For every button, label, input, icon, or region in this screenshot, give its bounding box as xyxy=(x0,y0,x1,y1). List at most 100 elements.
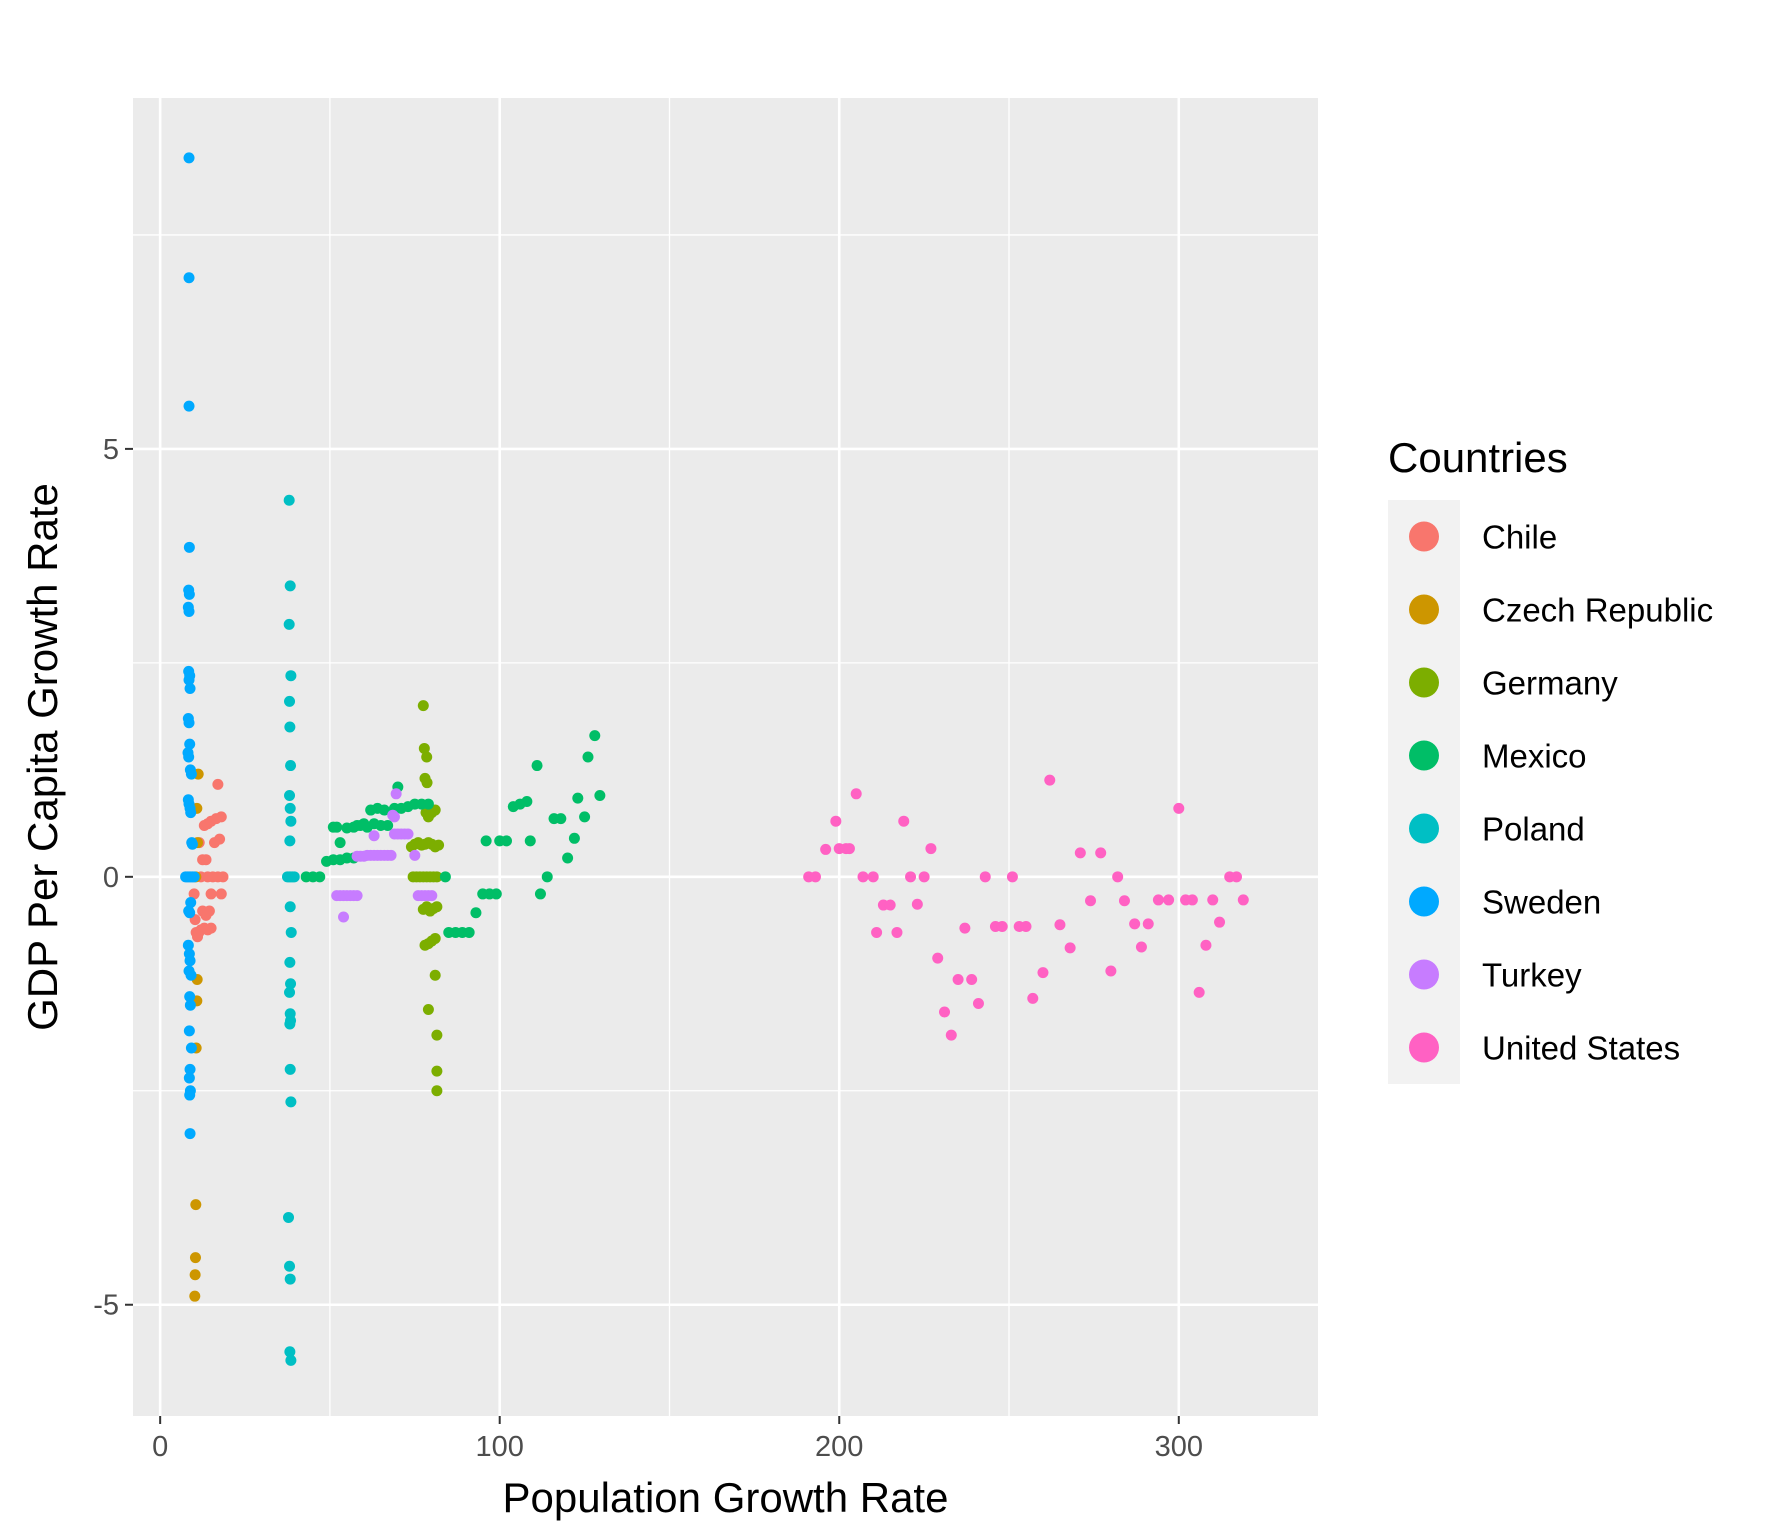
point-germany xyxy=(431,871,443,883)
point-united-states xyxy=(1193,986,1205,998)
point-germany xyxy=(421,777,433,789)
point-mexico xyxy=(314,871,326,883)
point-germany xyxy=(431,1085,443,1097)
minor-gridlines xyxy=(133,98,1318,1416)
point-united-states xyxy=(1044,774,1056,786)
x-axis-ticks: 0 100 200 300 xyxy=(152,1416,1203,1463)
point-chile xyxy=(214,833,226,845)
point-poland xyxy=(285,815,297,827)
point-sweden xyxy=(184,1063,196,1075)
point-united-states xyxy=(891,926,903,938)
point-united-states xyxy=(1135,941,1147,953)
point-united-states xyxy=(932,952,944,964)
point-poland xyxy=(285,1354,297,1366)
point-united-states xyxy=(979,871,991,883)
point-chile xyxy=(188,888,200,900)
point-mexico xyxy=(531,760,543,772)
point-poland xyxy=(283,1211,295,1223)
point-poland xyxy=(284,835,296,847)
point-united-states xyxy=(884,899,896,911)
legend-label-united-states: United States xyxy=(1482,1030,1680,1067)
legend-key-turkey xyxy=(1409,959,1439,990)
point-united-states xyxy=(1037,967,1049,979)
point-mexico xyxy=(439,871,451,883)
point-sweden xyxy=(186,838,198,850)
y-tick-label: 5 xyxy=(103,434,119,466)
point-mexico xyxy=(480,835,492,847)
point-mexico xyxy=(378,804,390,816)
point-poland xyxy=(284,802,296,814)
point-poland xyxy=(284,1018,296,1030)
point-united-states xyxy=(1027,992,1039,1004)
point-turkey xyxy=(385,849,397,861)
point-mexico xyxy=(568,832,580,844)
point-germany xyxy=(418,742,430,754)
point-united-states xyxy=(850,788,862,800)
legend-key-mexico xyxy=(1409,740,1439,771)
point-turkey xyxy=(388,811,400,823)
point-sweden xyxy=(184,991,196,1003)
legend-label-germany: Germany xyxy=(1482,665,1618,702)
point-chile xyxy=(215,888,227,900)
point-turkey xyxy=(338,911,350,923)
point-sweden xyxy=(184,1089,196,1101)
point-mexico xyxy=(358,818,370,830)
x-tick-label: 200 xyxy=(815,1431,863,1463)
point-mexico xyxy=(521,796,533,808)
y-axis-title: GDP Per Capita Growth Rate xyxy=(19,483,66,1031)
legend-keys-background xyxy=(1388,500,1460,1084)
point-poland xyxy=(284,790,296,802)
point-poland xyxy=(285,670,297,682)
point-united-states xyxy=(1207,894,1219,906)
legend-label-turkey: Turkey xyxy=(1482,957,1582,994)
point-united-states xyxy=(1118,895,1130,907)
point-united-states xyxy=(820,843,832,855)
legend-key-united-states xyxy=(1409,1032,1439,1063)
legend-label-poland: Poland xyxy=(1482,811,1585,848)
legend-label-mexico: Mexico xyxy=(1482,738,1587,775)
point-united-states xyxy=(1064,942,1076,954)
point-poland xyxy=(284,721,296,733)
point-mexico xyxy=(582,751,594,763)
point-poland xyxy=(284,580,296,592)
point-sweden xyxy=(183,606,195,618)
point-poland xyxy=(283,494,295,506)
point-chile xyxy=(205,888,217,900)
point-germany xyxy=(431,1065,443,1077)
point-sweden xyxy=(183,717,195,729)
point-mexico xyxy=(463,926,475,938)
point-united-states xyxy=(1095,847,1107,859)
point-czech-republic xyxy=(189,1269,201,1281)
point-czech-republic xyxy=(189,1290,201,1302)
point-united-states xyxy=(1105,965,1117,977)
point-turkey xyxy=(351,890,363,902)
point-united-states xyxy=(959,922,971,934)
legend-key-chile xyxy=(1409,521,1439,552)
point-sweden xyxy=(183,272,195,284)
point-poland xyxy=(285,978,297,990)
point-poland xyxy=(283,618,295,630)
point-united-states xyxy=(1020,920,1032,932)
point-mexico xyxy=(562,852,574,864)
point-united-states xyxy=(1129,918,1141,930)
point-poland xyxy=(284,986,296,998)
point-united-states xyxy=(1112,871,1124,883)
point-sweden xyxy=(185,1042,197,1054)
point-united-states xyxy=(1074,847,1086,859)
point-germany xyxy=(417,700,429,712)
point-united-states xyxy=(945,1029,957,1041)
point-chile xyxy=(200,854,212,866)
point-united-states xyxy=(867,871,879,883)
point-united-states xyxy=(1163,894,1175,906)
point-mexico xyxy=(490,888,502,900)
point-turkey xyxy=(409,849,421,861)
legend-key-poland xyxy=(1409,813,1439,844)
point-sweden xyxy=(183,1072,195,1084)
point-turkey xyxy=(402,828,414,840)
point-czech-republic xyxy=(190,1199,202,1211)
point-united-states xyxy=(1085,895,1097,907)
point-chile xyxy=(212,778,224,790)
point-turkey xyxy=(426,890,438,902)
point-germany xyxy=(431,901,443,913)
